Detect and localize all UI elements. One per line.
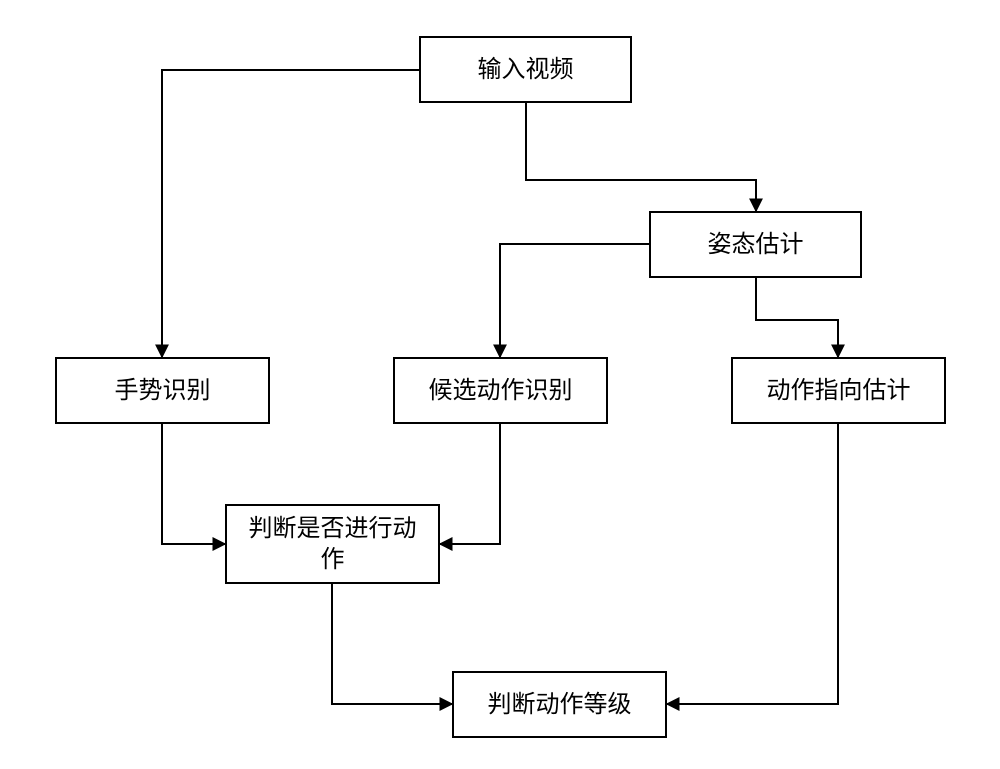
edge xyxy=(756,278,838,357)
node-pose-estimation: 姿态估计 xyxy=(649,211,862,278)
node-gesture-recog: 手势识别 xyxy=(55,357,270,424)
edge xyxy=(526,103,756,211)
node-candidate-action: 候选动作识别 xyxy=(393,357,608,424)
node-input-video: 输入视频 xyxy=(419,36,632,103)
edge xyxy=(332,584,452,704)
node-judge-level: 判断动作等级 xyxy=(452,671,667,738)
edge xyxy=(162,70,419,357)
node-action-dir-est: 动作指向估计 xyxy=(731,357,946,424)
edge xyxy=(500,244,649,357)
flowchart-canvas: 输入视频 姿态估计 手势识别 候选动作识别 动作指向估计 判断是否进行动 作 判… xyxy=(0,0,1000,769)
edge xyxy=(667,424,838,704)
node-decide-action: 判断是否进行动 作 xyxy=(225,504,440,584)
edge xyxy=(440,424,500,544)
edge xyxy=(162,424,225,544)
